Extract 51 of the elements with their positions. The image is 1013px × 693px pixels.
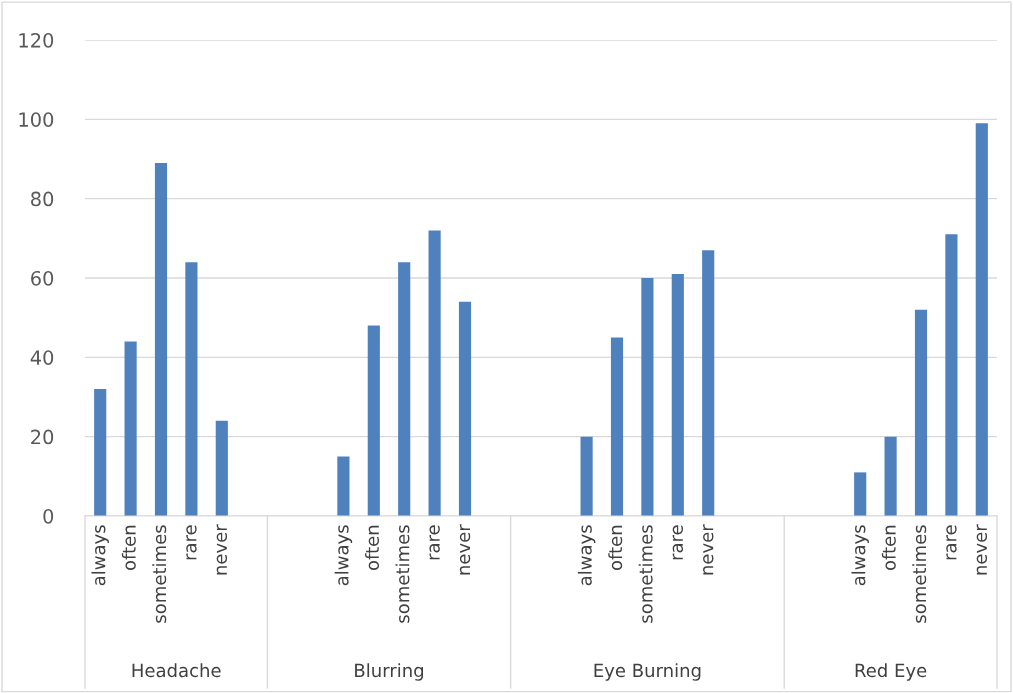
bar	[215, 420, 228, 516]
x-tick-label: sometimes	[395, 525, 410, 623]
y-tick-label: 120	[19, 32, 54, 48]
bar	[671, 274, 684, 516]
text: Headache	[132, 663, 221, 678]
y-tick-label: 20	[31, 429, 54, 445]
x-tick-label: rare	[946, 525, 957, 560]
x-tick-label: often	[881, 525, 896, 571]
bar	[458, 301, 472, 516]
bar	[154, 162, 168, 516]
bar	[337, 456, 350, 516]
y-tick-label: 40	[30, 350, 54, 365]
bar	[94, 389, 107, 516]
bar	[945, 234, 958, 516]
x-tick-label: always	[851, 525, 869, 586]
text: Red Eye	[855, 663, 927, 681]
x-tick-label: rare	[186, 525, 197, 560]
bar	[854, 472, 867, 516]
x-tick-label: often	[608, 525, 623, 571]
y-tick-label: 0	[43, 508, 54, 524]
bar	[185, 262, 198, 516]
y-tick-label: 60	[31, 270, 54, 286]
bar	[914, 309, 928, 516]
text: Eye Burning	[594, 663, 701, 681]
y-tick-label: 80	[31, 191, 54, 207]
bar	[398, 262, 411, 516]
x-tick-label: rare	[429, 525, 440, 560]
x-tick-label: rare	[672, 525, 684, 560]
x-tick-label: always	[334, 525, 353, 586]
bar	[367, 325, 380, 516]
x-tick-label: always	[577, 525, 596, 586]
bar	[124, 341, 137, 516]
bar	[975, 123, 988, 516]
bar	[702, 250, 715, 516]
x-tick-label: never	[703, 524, 714, 575]
bar	[428, 230, 441, 516]
x-tick-label: never	[976, 524, 988, 575]
x-tick-label: never	[216, 524, 228, 575]
x-tick-label: always	[91, 525, 109, 586]
bar	[884, 436, 897, 516]
x-tick-label: sometimes	[152, 525, 167, 623]
x-tick-label: sometimes	[638, 525, 653, 623]
y-tick-label: 100	[19, 112, 54, 127]
text: Blurring	[355, 663, 424, 681]
x-tick-label: often	[365, 525, 380, 571]
x-tick-label: sometimes	[912, 525, 927, 623]
x-tick-label: never	[459, 524, 471, 575]
bar	[610, 337, 624, 516]
x-tick-label: often	[121, 525, 136, 571]
bar	[641, 278, 654, 516]
bar	[580, 436, 593, 516]
